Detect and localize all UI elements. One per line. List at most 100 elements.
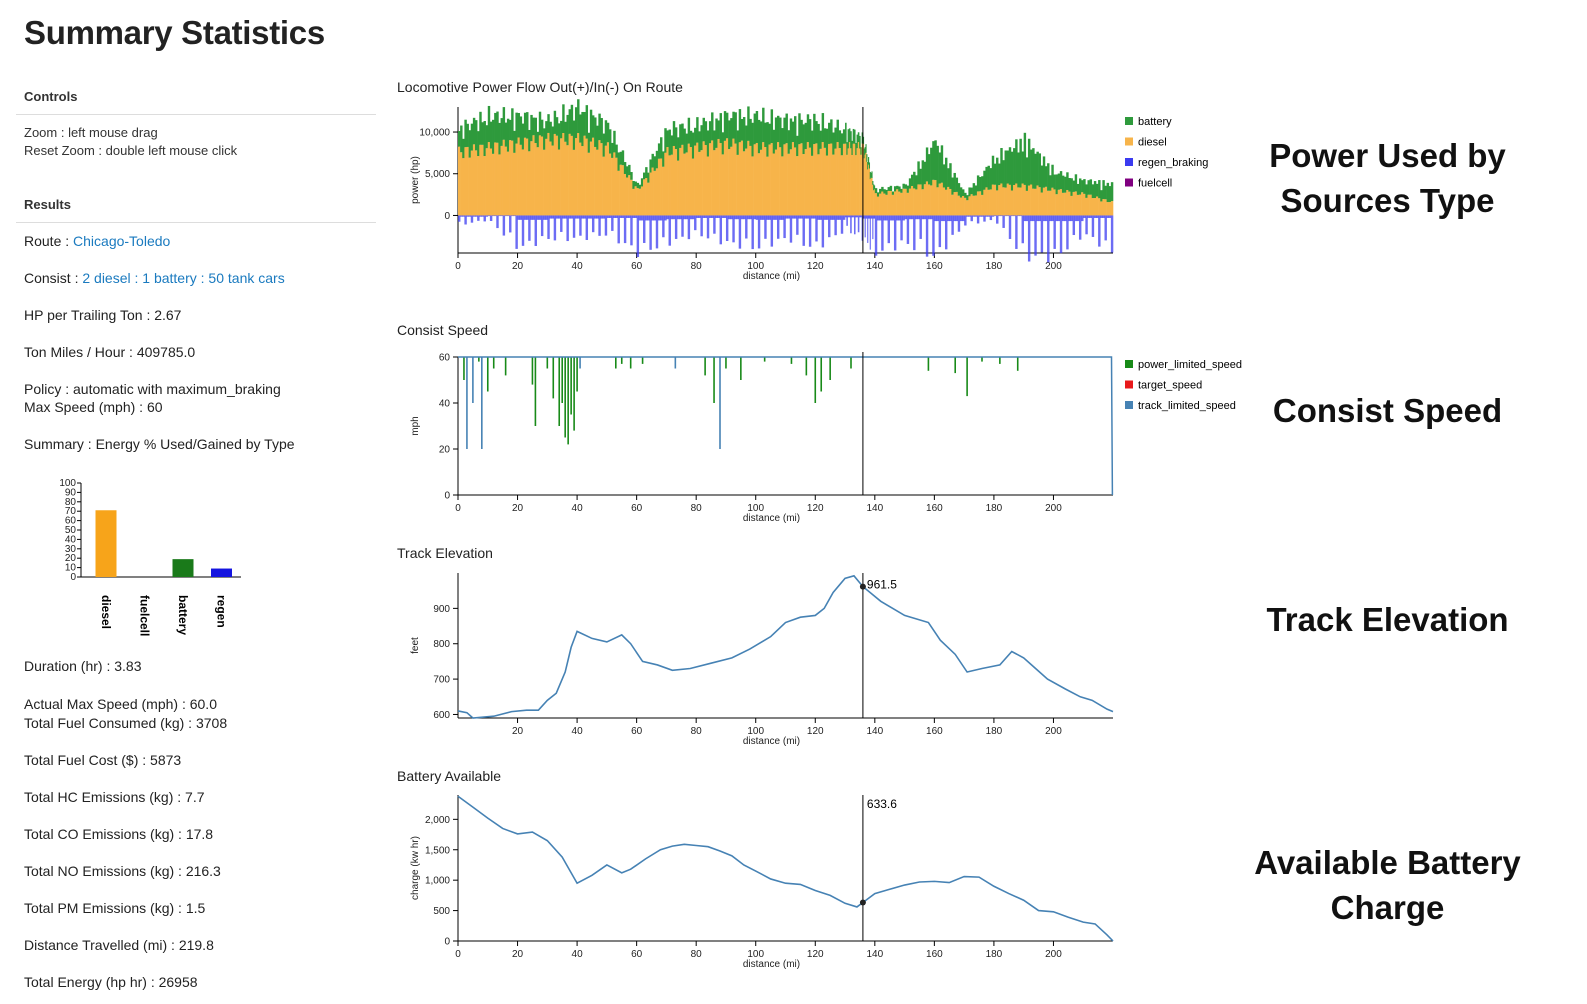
policy: Policy : automatic with maximum_braking — [24, 381, 281, 397]
regen-bar — [460, 215, 463, 217]
regen-bar — [804, 215, 808, 219]
regen-bar — [996, 215, 999, 224]
diesel-bar — [915, 189, 918, 216]
battery-bar — [700, 125, 703, 151]
diesel-bar — [706, 156, 710, 216]
battery-bar — [719, 113, 723, 144]
regen-bar — [532, 215, 535, 220]
regen-bar — [796, 215, 799, 235]
battery-bar — [832, 132, 835, 155]
diesel-bar — [874, 193, 878, 216]
regen-bar — [1095, 215, 1099, 218]
battery-bar — [915, 175, 918, 190]
regen-bar — [1042, 215, 1046, 222]
battery-bar — [594, 117, 597, 147]
diesel-bar — [938, 183, 942, 216]
consist-label: Consist : — [24, 270, 83, 286]
x-tick-label: 160 — [926, 726, 943, 737]
diesel-bar — [651, 167, 654, 216]
diesel-bar — [660, 158, 663, 216]
battery-bar — [896, 185, 899, 190]
battery-bar — [677, 137, 680, 161]
battery-bar — [1038, 153, 1041, 188]
diesel-bar — [734, 143, 737, 216]
battery-bar — [851, 140, 854, 156]
x-tick-label: 120 — [807, 726, 824, 737]
regen-bar — [591, 215, 595, 233]
diesel-bar — [608, 153, 612, 216]
diesel-bar — [549, 141, 552, 216]
x-axis-title: distance (mi) — [743, 271, 800, 282]
diesel-bar — [857, 142, 860, 216]
diesel-bar — [757, 153, 761, 216]
battery-bar — [1021, 151, 1024, 184]
diesel-bar — [694, 145, 697, 216]
battery-bar — [1074, 174, 1078, 192]
regen-bar — [879, 215, 882, 221]
x-tick-label: 60 — [631, 949, 643, 960]
regen-bar — [794, 215, 797, 219]
regen-bar — [568, 215, 572, 219]
battery-bar — [672, 121, 676, 146]
x-tick-label: 80 — [691, 726, 703, 737]
consist-link[interactable]: 2 diesel : 1 battery : 50 tank cars — [82, 270, 285, 286]
diesel-bar — [634, 186, 637, 216]
battery-bar — [938, 152, 942, 184]
regen-bar — [583, 215, 586, 219]
x-tick-label: 180 — [986, 261, 1003, 272]
battery-bar — [523, 112, 527, 138]
diesel-bar — [532, 135, 535, 216]
regen-bar — [1110, 215, 1114, 253]
regen-bar — [787, 215, 791, 219]
diesel-bar — [623, 173, 627, 216]
battery-bar — [757, 119, 761, 154]
axes: 0 20 40 60 80 100 120 140 160 180 200 0 500 1,000 1,50… — [410, 795, 1113, 970]
diesel-bar — [811, 155, 814, 216]
x-axis-title: distance (mi) — [743, 959, 800, 970]
diesel-bar — [891, 194, 895, 216]
battery-bar — [970, 187, 973, 195]
speed-dips — [463, 357, 1019, 449]
battery-bar — [1093, 181, 1097, 199]
regen-bar — [1036, 215, 1039, 222]
diesel-bar — [947, 186, 950, 216]
battery-bar — [481, 122, 484, 145]
battery-bar — [755, 111, 759, 143]
regen-bar — [821, 215, 825, 248]
x-tick-label: 180 — [986, 503, 1003, 514]
battery-bar — [776, 115, 780, 143]
y-axis-title: power (hp) — [410, 156, 421, 204]
battery-bar — [834, 127, 837, 149]
y-tick-label: 900 — [433, 604, 450, 615]
diesel-bar — [944, 189, 948, 216]
diesel-bar — [562, 132, 565, 216]
battery-bar — [836, 119, 839, 143]
diesel-bar — [594, 146, 597, 216]
battery-bar — [566, 114, 569, 146]
x-tick-label: 40 — [572, 503, 584, 514]
route-link[interactable]: Chicago-Toledo — [73, 233, 171, 249]
diesel-bar — [1070, 195, 1073, 216]
regen-bar — [534, 215, 537, 246]
diesel-bar — [972, 195, 976, 216]
regen-bar — [770, 215, 774, 247]
actual-max-speed: Actual Max Speed (mph) : 60.0 — [24, 696, 217, 712]
diesel-bar — [657, 158, 661, 216]
battery-bar — [560, 120, 563, 139]
battery-bar — [1004, 150, 1007, 188]
diesel-bar — [481, 144, 484, 216]
regen-bar — [1102, 215, 1105, 218]
regen-bar — [681, 215, 684, 237]
diesel-bar — [787, 153, 791, 216]
y-tick-label: 60 — [439, 353, 451, 364]
diesel-bar — [1064, 192, 1067, 216]
diesel-bar — [996, 190, 999, 216]
route-charts[interactable]: 0 20 40 60 80 100 120 140 160 180 20005,00010,000d… — [380, 95, 1280, 1000]
regen-bar — [1010, 215, 1014, 217]
x-tick-label: 120 — [807, 503, 824, 514]
power-bars — [458, 99, 1114, 263]
regen-bar — [889, 215, 893, 221]
diesel-bar — [893, 191, 897, 216]
diesel-bar — [468, 157, 472, 216]
battery-bar — [798, 113, 801, 145]
